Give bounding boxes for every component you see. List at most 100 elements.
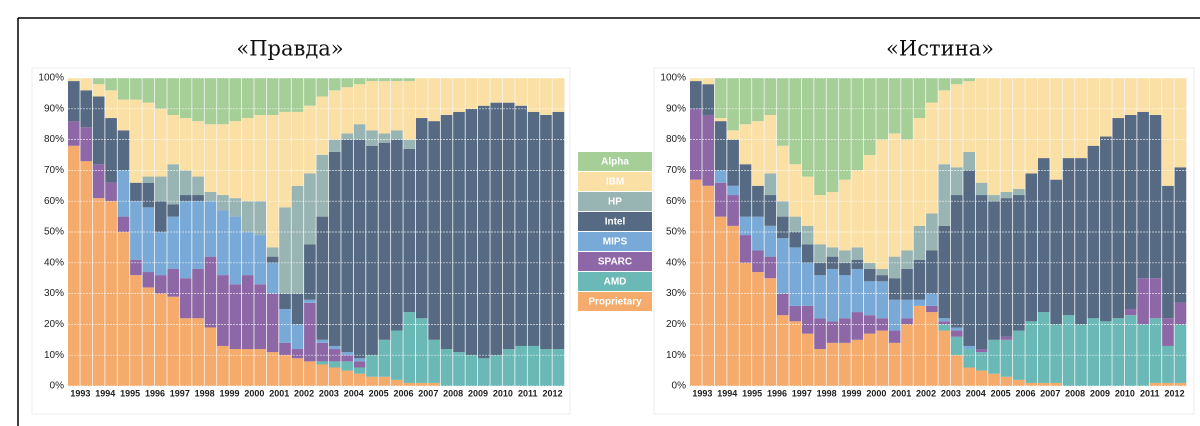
- bar-segment: [839, 250, 851, 263]
- bar-segment: [888, 133, 901, 257]
- bar-segment: [552, 349, 565, 386]
- y-tick-label: 90%: [44, 103, 64, 114]
- bar-segment: [801, 333, 814, 386]
- bar-segment: [428, 78, 440, 122]
- bar-segment: [963, 345, 975, 350]
- bar-segment: [1149, 78, 1162, 115]
- bar-segment: [789, 216, 802, 232]
- bar-segment: [229, 78, 242, 122]
- bar-segment: [241, 232, 254, 276]
- y-tick-label: 70%: [44, 165, 64, 176]
- bar-segment: [266, 78, 279, 115]
- bar-segment: [926, 312, 938, 386]
- bar-segment: [901, 299, 913, 319]
- bar-segment: [266, 256, 279, 263]
- y-tick-label: 20%: [666, 319, 686, 330]
- bar-segment: [901, 268, 913, 300]
- bar-segment: [938, 225, 951, 319]
- x-tick-label: 2001: [891, 388, 911, 398]
- bar-segment: [68, 81, 80, 122]
- x-tick-label: 2009: [468, 388, 488, 398]
- bar-segment: [926, 102, 938, 214]
- bar-segment: [92, 198, 105, 386]
- bar-segment: [316, 155, 329, 217]
- bar-segment: [117, 78, 130, 100]
- y-tick-label: 0%: [672, 381, 687, 392]
- bar-segment: [950, 355, 963, 386]
- bar-segment: [353, 84, 366, 125]
- y-tick-label: 100%: [38, 73, 64, 84]
- bar-segment: [876, 139, 888, 269]
- bar-segment: [391, 379, 403, 386]
- y-tick-label: 20%: [44, 319, 64, 330]
- bar-segment: [465, 78, 478, 109]
- bar-segment: [1050, 382, 1062, 386]
- bar-segment: [1025, 78, 1038, 174]
- bar-segment: [826, 342, 839, 386]
- bar-segment: [938, 164, 951, 226]
- bar-segment: [291, 78, 304, 112]
- bar-segment: [851, 268, 864, 313]
- bar-segment: [266, 352, 279, 386]
- bar-segment: [353, 367, 366, 374]
- bar-segment: [316, 78, 329, 97]
- bar-segment: [926, 250, 938, 294]
- bar-segment: [1162, 382, 1174, 386]
- bar-segment: [826, 321, 839, 343]
- bar-segment: [913, 259, 926, 300]
- bar-segment: [938, 318, 951, 322]
- x-tick-label: 2003: [319, 388, 339, 398]
- bar-segment: [353, 124, 366, 140]
- bar-segment: [851, 247, 864, 260]
- bar-segment: [1062, 158, 1075, 316]
- bar-segment: [1075, 78, 1087, 159]
- bar-segment: [851, 339, 864, 386]
- bar-segment: [938, 321, 951, 325]
- bar-segment: [752, 272, 764, 386]
- legend-swatch: [578, 252, 652, 271]
- bar-segment: [876, 268, 888, 276]
- bar-segment: [1000, 376, 1013, 386]
- bar-segment: [913, 78, 926, 119]
- bar-segment: [366, 130, 378, 146]
- y-tick-label: 100%: [660, 73, 686, 84]
- y-tick-label: 30%: [44, 288, 64, 299]
- x-tick-label: 1993: [70, 388, 90, 398]
- bar-segment: [1162, 185, 1174, 319]
- legend-label: Alpha: [601, 157, 629, 168]
- bar-segment: [167, 164, 180, 205]
- bar-segment: [752, 78, 764, 122]
- bar-segment: [341, 355, 353, 362]
- bar-segment: [789, 305, 802, 322]
- bar-segment: [1162, 78, 1174, 186]
- bar-segment: [279, 342, 291, 356]
- bar-segment: [353, 373, 366, 386]
- bar-segment: [1087, 78, 1100, 146]
- bar-segment: [975, 195, 988, 350]
- bar-segment: [229, 216, 242, 285]
- bar-segment: [378, 376, 391, 386]
- bar-segment: [154, 232, 167, 276]
- x-tick-label: 2005: [991, 388, 1011, 398]
- bar-segment: [814, 195, 826, 245]
- bar-segment: [776, 293, 789, 316]
- x-tick-label: 2001: [269, 388, 289, 398]
- bar-segment: [316, 339, 329, 343]
- bar-segment: [217, 275, 229, 346]
- bar-segment: [814, 349, 826, 386]
- bar-segment: [502, 102, 515, 350]
- bar-segment: [204, 256, 217, 328]
- bar-segment: [1124, 114, 1137, 310]
- bar-segment: [254, 235, 266, 285]
- bar-segment: [1100, 136, 1112, 322]
- bar-segment: [304, 244, 316, 300]
- bar-segment: [316, 216, 329, 340]
- bar-segment: [179, 195, 192, 202]
- bar-segment: [527, 111, 540, 346]
- bar-segment: [764, 195, 777, 226]
- x-tick-label: 1995: [120, 388, 140, 398]
- bar-segment: [739, 164, 752, 217]
- bar-segment: [328, 90, 341, 140]
- legend-label: Proprietary: [588, 297, 642, 308]
- bar-segment: [291, 293, 304, 325]
